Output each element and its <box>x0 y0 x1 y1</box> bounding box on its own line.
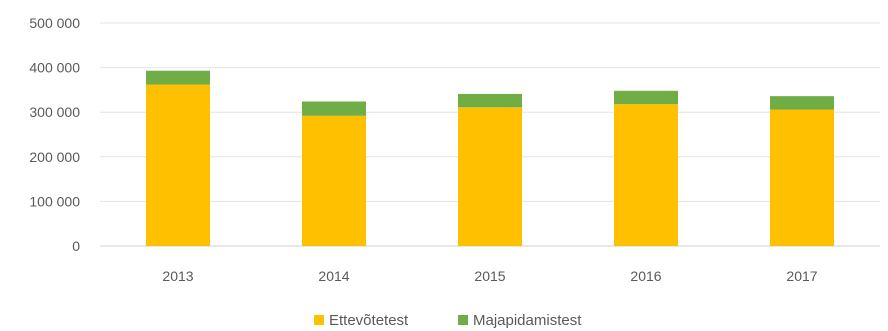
x-tick-label: 2013 <box>162 268 193 284</box>
legend-label: Majapidamistest <box>473 312 582 329</box>
bar-segment <box>458 107 522 246</box>
bar-segment <box>146 84 210 246</box>
y-tick-label: 500 000 <box>29 15 80 31</box>
y-tick-label: 200 000 <box>29 149 80 165</box>
y-axis-tick-labels: 0 100 000 200 000 300 000 400 000 500 000 <box>29 15 80 254</box>
x-axis-tick-labels: 2013 2014 2015 2016 2017 <box>162 268 817 284</box>
bars <box>146 70 834 246</box>
legend-swatch <box>314 315 324 325</box>
y-tick-label: 100 000 <box>29 193 80 209</box>
x-tick-label: 2017 <box>786 268 817 284</box>
legend-label: Ettevõtetest <box>329 312 409 329</box>
y-tick-label: 400 000 <box>29 60 80 76</box>
x-tick-label: 2016 <box>630 268 661 284</box>
bar-segment <box>302 115 366 246</box>
bar-segment <box>770 96 834 110</box>
bar-segment <box>302 101 366 116</box>
y-tick-label: 300 000 <box>29 104 80 120</box>
bar-segment <box>770 109 834 246</box>
legend: Ettevõtetest Majapidamistest <box>314 312 582 329</box>
x-tick-label: 2015 <box>474 268 505 284</box>
y-tick-label: 0 <box>72 238 80 254</box>
legend-swatch <box>458 315 468 325</box>
bar-segment <box>614 104 678 246</box>
bar-segment <box>458 93 522 108</box>
bar-segment <box>146 70 210 85</box>
bar-segment <box>614 90 678 105</box>
x-tick-label: 2014 <box>318 268 349 284</box>
